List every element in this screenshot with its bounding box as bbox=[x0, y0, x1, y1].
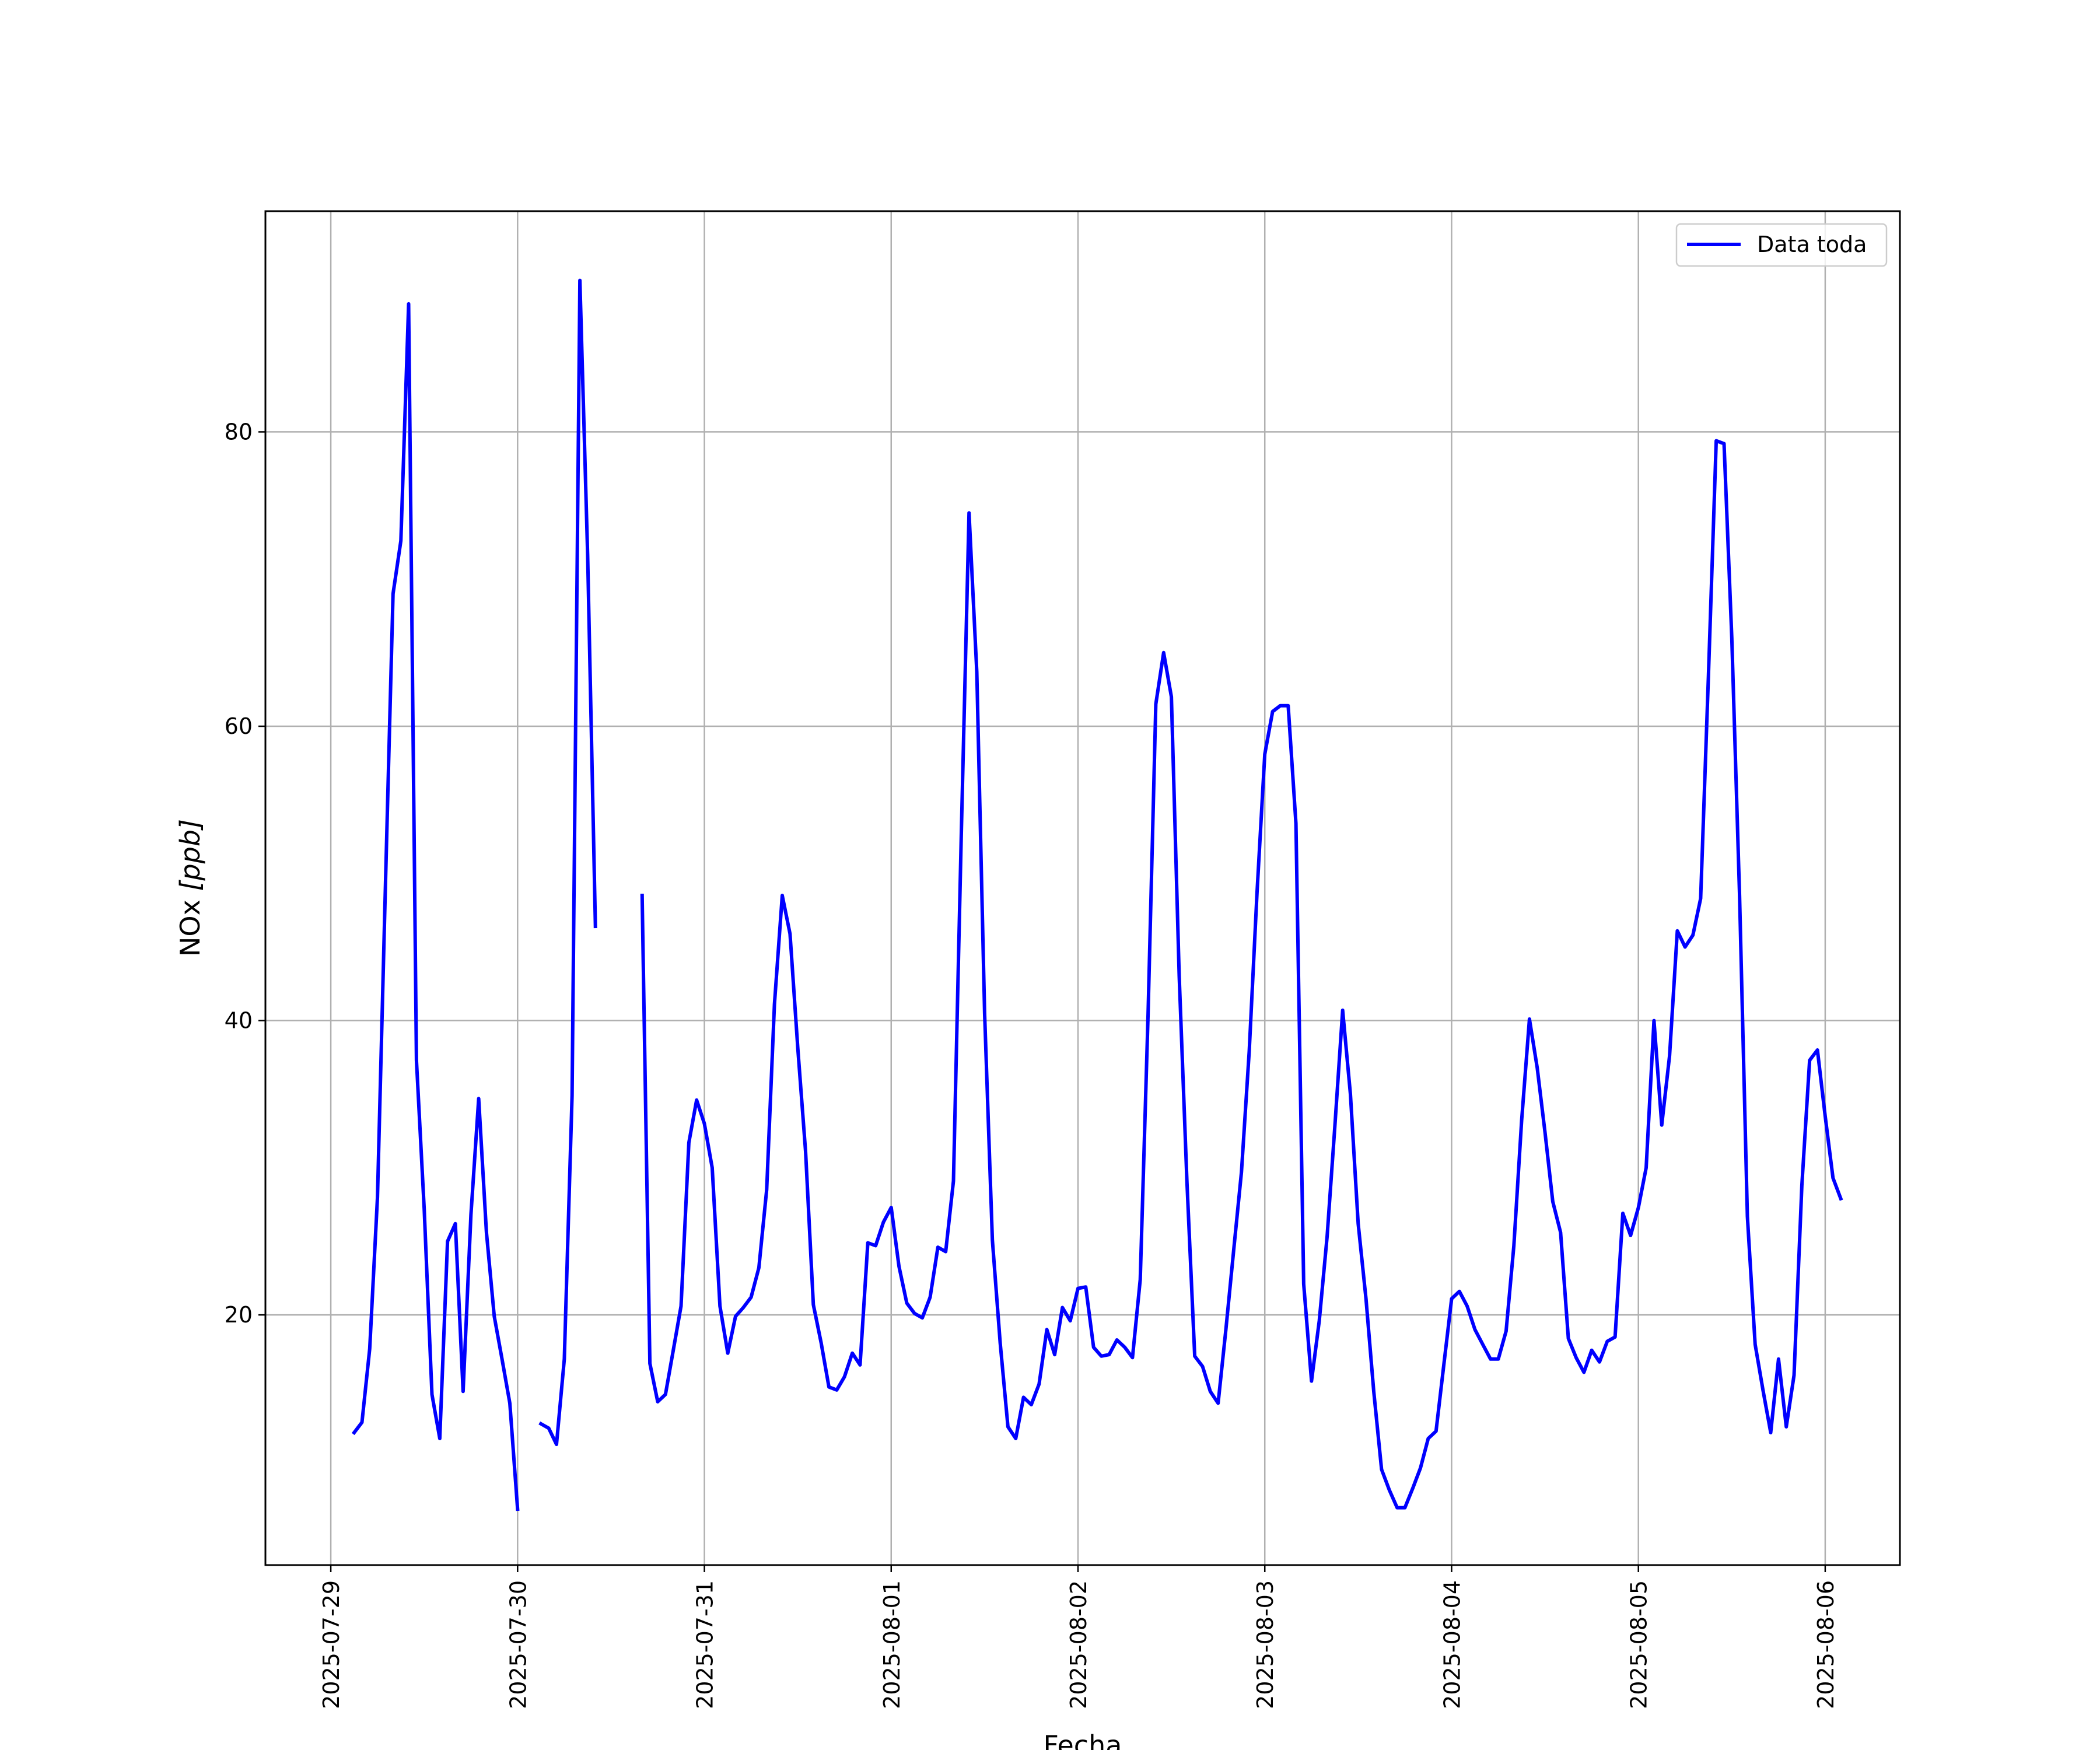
legend-label-data-toda: Data toda bbox=[1757, 232, 1867, 257]
y-tick-label: 40 bbox=[225, 1008, 253, 1034]
y-tick-label: 20 bbox=[225, 1302, 253, 1328]
series-line-segment bbox=[640, 439, 1843, 1510]
x-tick-label: 2025-08-06 bbox=[1813, 1580, 1839, 1709]
x-tick-label: 2025-07-31 bbox=[692, 1580, 718, 1709]
x-tick-label: 2025-07-30 bbox=[505, 1580, 531, 1709]
x-tick-label: 2025-08-04 bbox=[1439, 1580, 1465, 1709]
x-axis-label: Fecha bbox=[1044, 1730, 1122, 1750]
x-tick-label: 2025-07-29 bbox=[318, 1580, 344, 1709]
series-line-segment bbox=[351, 302, 520, 1511]
x-tick-label: 2025-08-05 bbox=[1626, 1580, 1652, 1709]
grid-lines bbox=[265, 211, 1900, 1565]
y-axis-label: NOx [ppb] bbox=[174, 819, 206, 957]
series-lines bbox=[351, 278, 1843, 1511]
y-axis-label-unit: [ppb] bbox=[174, 819, 206, 891]
plot-frame bbox=[264, 210, 1901, 1566]
y-tick-label: 60 bbox=[225, 713, 253, 739]
y-tick-label: 80 bbox=[225, 419, 253, 444]
x-tick-label: 2025-08-02 bbox=[1066, 1580, 1091, 1709]
legend-box bbox=[1675, 223, 1888, 267]
x-tick-label: 2025-08-03 bbox=[1252, 1580, 1278, 1709]
series-line-segment bbox=[538, 278, 597, 1447]
x-tick-label: 2025-08-01 bbox=[879, 1580, 905, 1709]
legend: Data toda bbox=[1675, 223, 1888, 267]
y-axis-label-main: NOx bbox=[174, 891, 206, 957]
axis-ticks: 2025-07-29 2025-07-30 2025-07-31 2025-08-01… bbox=[225, 419, 1839, 1709]
